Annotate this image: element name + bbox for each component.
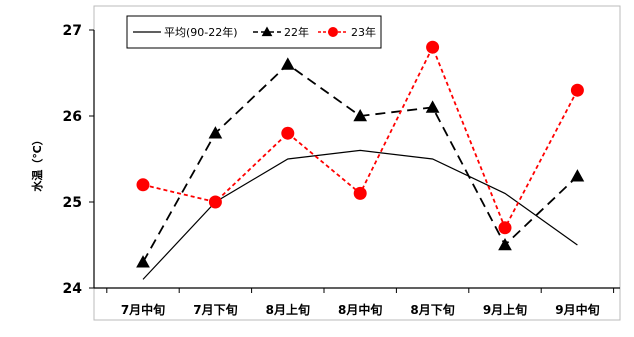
legend-label: 22年 [284,25,309,39]
series-layer [136,40,585,280]
series-3 [136,40,584,235]
series-line [142,44,579,230]
axes: 24 25 26 27 水温（℃） 7月中旬 7月下旬 8月上旬 8月中旬 8月下旬 9月上旬 9月中… [30,23,620,317]
x-tick-label: 8月中旬 [338,302,382,317]
data-point [136,178,150,192]
legend-marker [328,27,338,37]
legend-item: 23年 [318,25,376,39]
series-line [142,63,579,263]
data-point [281,126,295,140]
y-axis-label: 水温（℃） [30,134,44,191]
data-point [208,195,222,209]
data-point [136,255,150,268]
legend-marker [261,26,273,37]
data-point [425,100,440,113]
plot-area-frame [93,5,621,321]
data-point [570,83,584,97]
legend-label: 平均(90-22年) [164,25,238,39]
y-tick-label: 26 [63,109,82,125]
data-point [570,169,585,182]
data-point [280,57,295,70]
data-point [353,186,367,200]
x-tick-label: 7月中旬 [121,302,165,317]
y-tick-label: 27 [63,23,82,39]
x-tick-label: 8月下旬 [410,302,454,317]
series-2 [136,57,585,268]
x-tick-label: 9月中旬 [555,302,599,317]
y-tick-label: 24 [63,281,83,297]
x-tick-label: 8月上旬 [266,302,310,317]
legend-item: 平均(90-22年) [133,25,238,39]
data-point [498,221,512,235]
y-tick-label: 25 [63,195,82,211]
data-point [353,108,368,122]
legend-label: 23年 [351,25,376,39]
x-tick-label: 9月上旬 [483,302,527,317]
data-point [208,126,223,139]
x-tick-label: 7月下旬 [193,302,237,317]
data-point [426,40,440,54]
legend: 平均(90-22年) 22年 23年 [126,15,382,49]
data-point [498,237,512,251]
legend-item: 22年 [253,25,309,39]
